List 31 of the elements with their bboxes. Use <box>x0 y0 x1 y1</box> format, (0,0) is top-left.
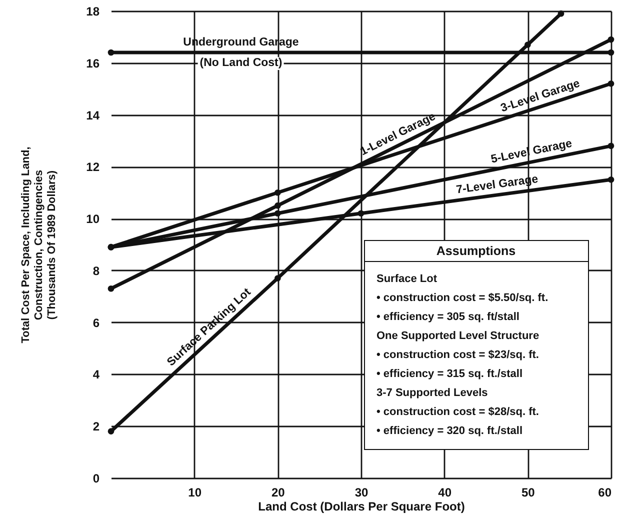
annotation: • construction cost = $23/sq. ft. <box>376 348 540 364</box>
annotation: • construction cost = $28/sq. ft. <box>376 405 540 420</box>
y-tick-label: 18 <box>86 4 100 18</box>
y-tick-label: 12 <box>86 160 100 174</box>
x-axis-title: Land Cost (Dollars Per Square Foot) <box>258 500 465 514</box>
annotation: • efficiency = 305 sq. ft/stall <box>376 310 520 326</box>
x-tick-label: 60 <box>598 486 612 500</box>
x-tick-label: 10 <box>188 486 202 500</box>
annotation: Surface Lot <box>376 272 438 288</box>
y-axis-title: Total Cost Per Space, Including Land, Construction, Contingencies (Thousands Of 1989 Dollars) <box>20 146 58 344</box>
annotation: 3-7 Supported Levels <box>376 386 489 402</box>
y-tick-label: 4 <box>92 368 100 382</box>
annotation: • efficiency = 315 sq. ft./stall <box>376 367 524 382</box>
y-tick-label: 14 <box>86 108 100 122</box>
x-tick-label: 40 <box>438 486 452 500</box>
y-tick-label: 2 <box>92 420 100 434</box>
x-tick-label: 50 <box>521 486 536 500</box>
y-tick-label: 10 <box>86 212 100 226</box>
y-tick-label: 6 <box>92 316 100 330</box>
x-tick-label: 30 <box>354 486 368 500</box>
y-tick-label: 0 <box>92 472 100 486</box>
annotation: • efficiency = 320 sq. ft./stall <box>376 424 524 440</box>
annotation: One Supported Level Structure <box>376 329 540 344</box>
text: 7-Level Garage <box>455 173 539 196</box>
y-tick-label: 8 <box>92 264 100 278</box>
annotation: • construction cost = $5.50/sq. ft. <box>376 291 550 306</box>
x-tick-label: 20 <box>271 486 286 500</box>
y-tick-label: 16 <box>86 56 100 70</box>
annotation: Assumptions <box>435 242 517 260</box>
annotation: (No Land Cost) <box>198 56 284 70</box>
text: 3-Level Garage <box>499 78 582 115</box>
